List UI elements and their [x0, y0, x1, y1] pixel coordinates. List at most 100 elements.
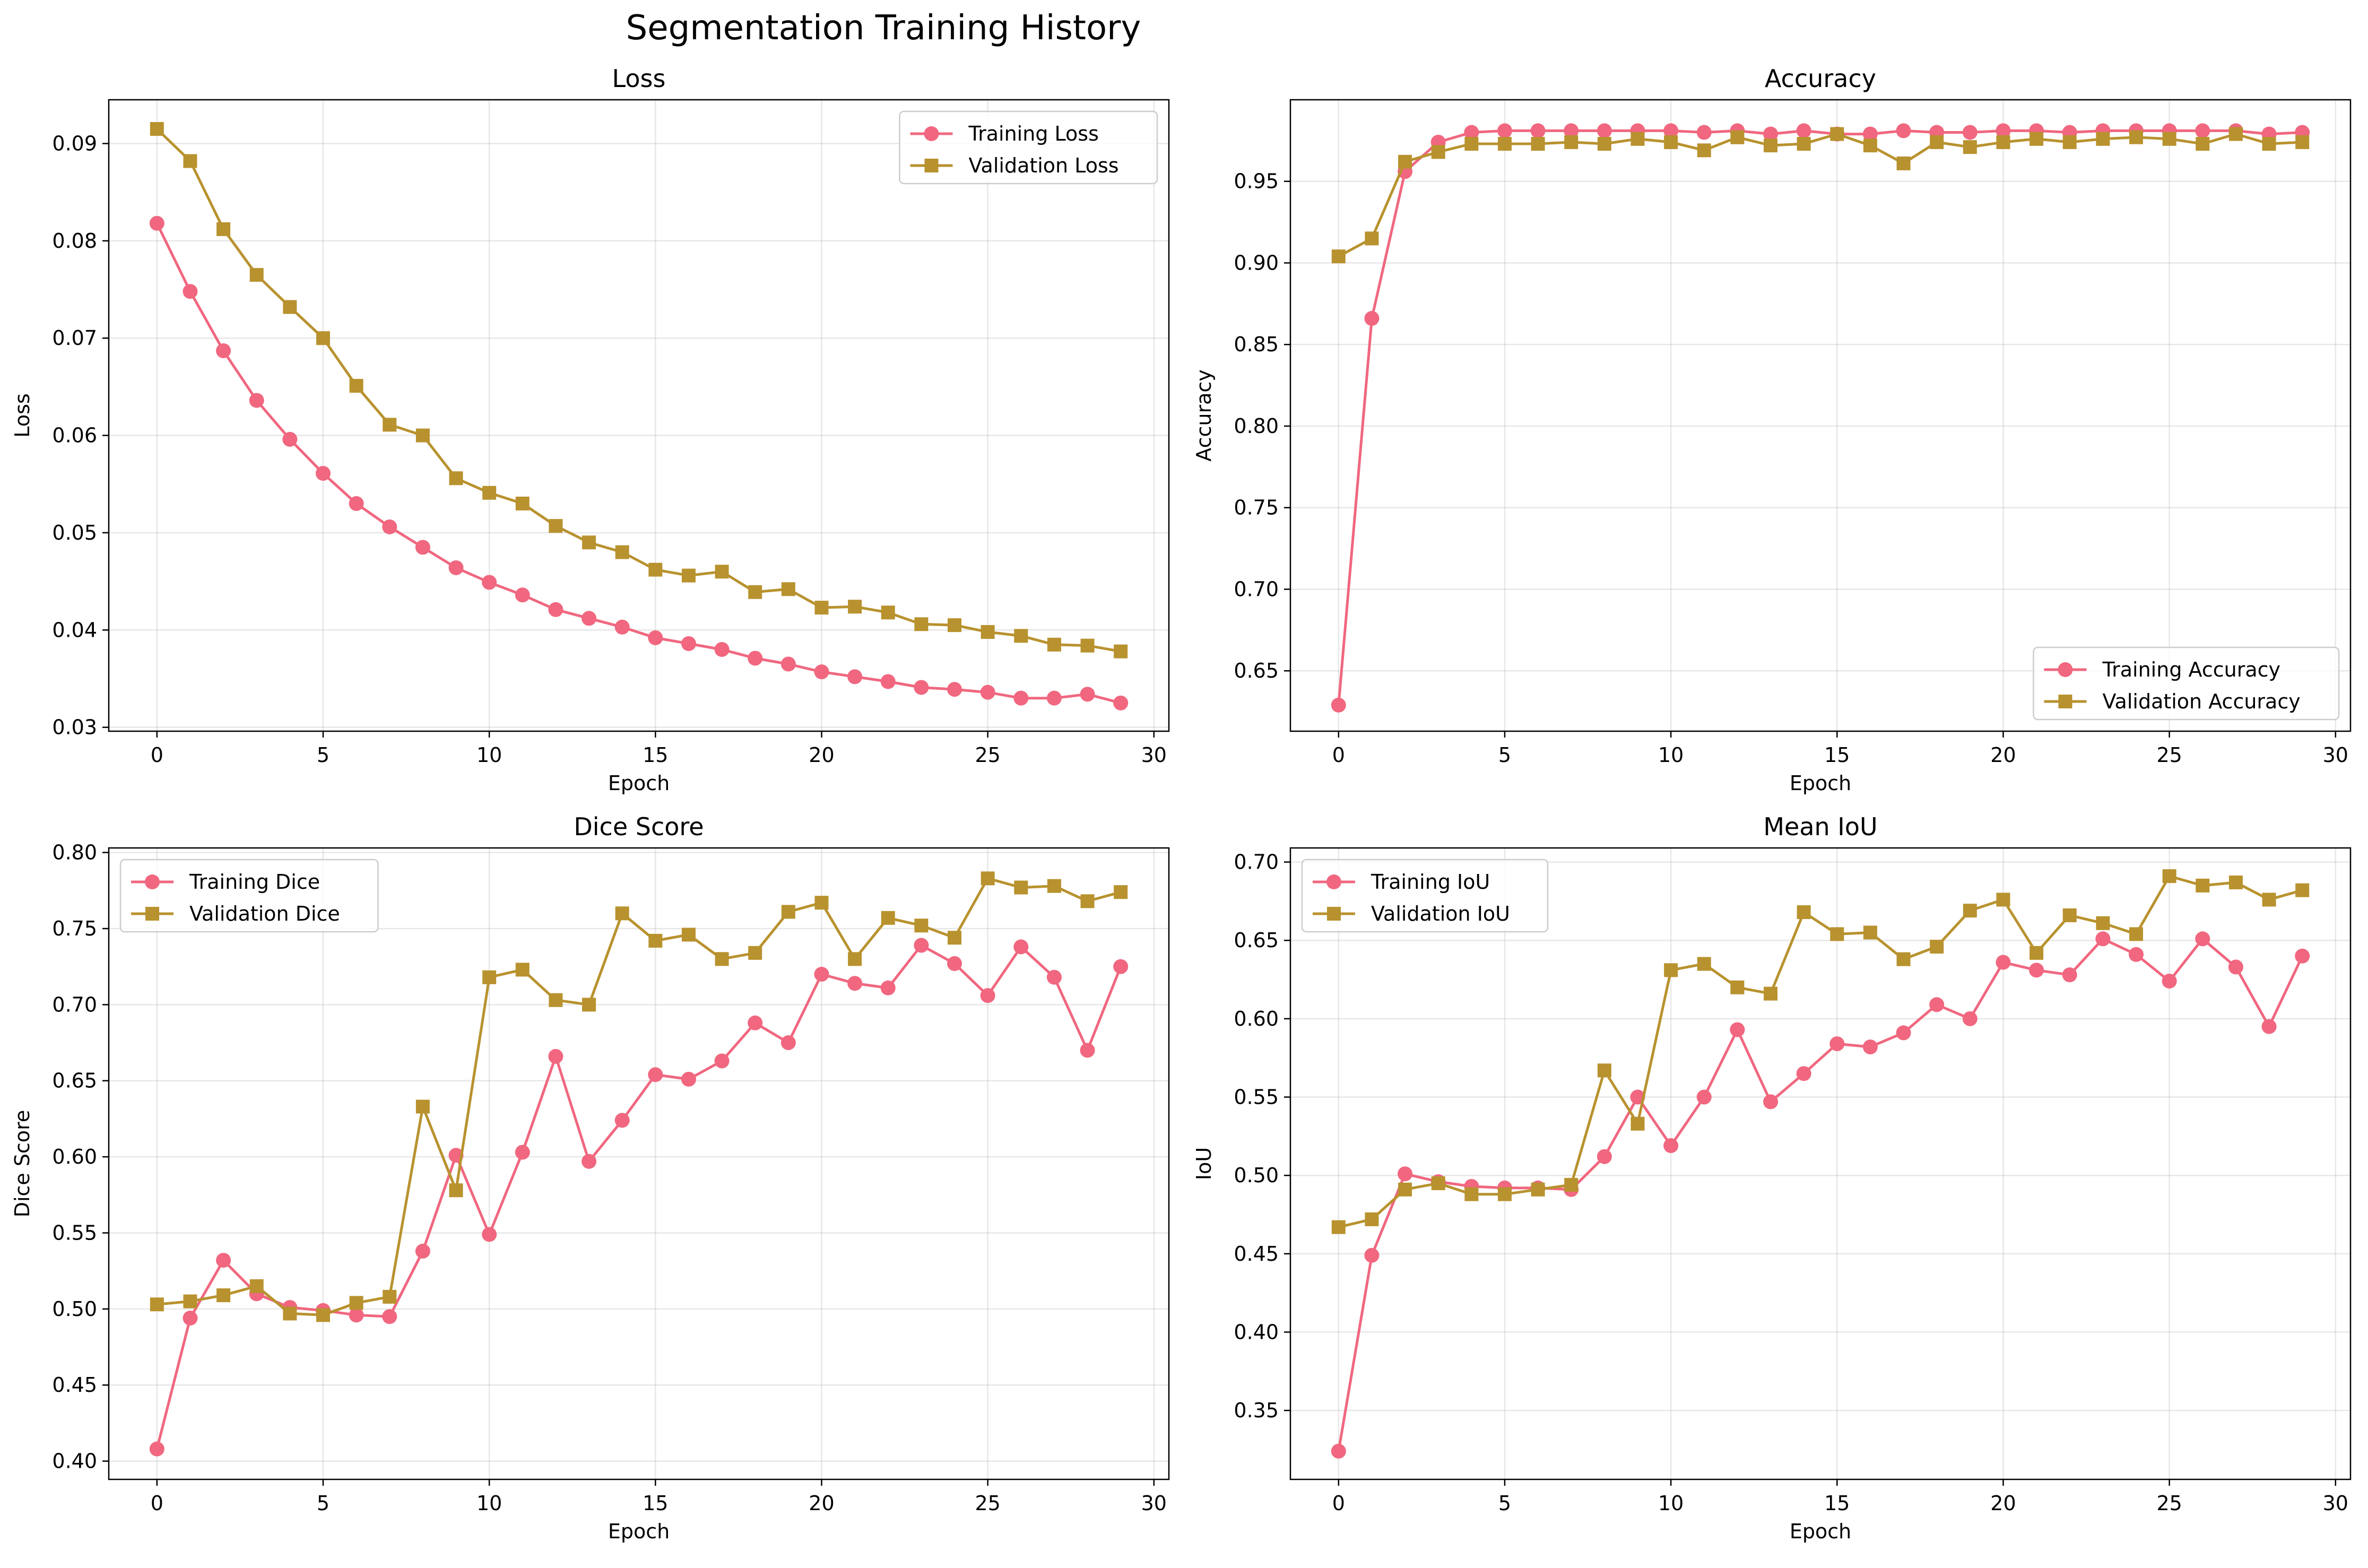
- data-point: [1796, 123, 1811, 138]
- data-point: [150, 122, 164, 136]
- data-point: [681, 568, 696, 583]
- data-point: [1046, 969, 1062, 985]
- data-point: [1047, 879, 1061, 893]
- data-point: [548, 602, 563, 617]
- data-point: [714, 1053, 730, 1069]
- data-point: [1531, 137, 1545, 151]
- y-axis-label: IoU: [1192, 1147, 1216, 1180]
- x-tick-label: 0: [1332, 1492, 1345, 1515]
- data-point: [880, 674, 896, 689]
- data-point: [981, 625, 995, 639]
- data-point: [1331, 697, 1346, 713]
- data-point: [848, 600, 862, 614]
- data-point: [383, 1289, 397, 1304]
- data-point: [1464, 125, 1479, 140]
- data-point: [2262, 893, 2276, 907]
- data-point: [183, 284, 198, 299]
- data-point: [1896, 156, 1911, 170]
- y-tick-label: 0.80: [52, 841, 97, 864]
- data-point: [1597, 137, 1611, 151]
- data-point: [582, 998, 596, 1012]
- x-tick-label: 15: [1824, 743, 1850, 767]
- data-point: [1530, 123, 1546, 138]
- x-tick-label: 0: [151, 743, 163, 767]
- x-axis-label: Epoch: [608, 772, 670, 795]
- data-point: [1630, 1116, 1645, 1131]
- y-tick-label: 0.60: [52, 1145, 97, 1168]
- data-point: [149, 1441, 164, 1457]
- y-tick-label: 0.45: [52, 1373, 97, 1397]
- data-point: [150, 1297, 164, 1312]
- data-point: [814, 967, 829, 982]
- data-point: [482, 1227, 497, 1242]
- chart-panel-3: 0 5 10 15 20 25 30 0.40 0.45 0.50 0.55 0.60 0.65 0.70…: [11, 812, 1170, 1543]
- data-point: [1114, 885, 1128, 899]
- data-point: [748, 946, 762, 960]
- data-point: [482, 486, 497, 500]
- data-point: [715, 952, 729, 966]
- chart-title: Mean IoU: [1763, 812, 1877, 841]
- data-point: [482, 970, 497, 984]
- x-tick-label: 30: [2323, 1492, 2348, 1515]
- data-point: [847, 669, 863, 685]
- data-point: [549, 519, 563, 533]
- y-tick-label: 0.40: [1234, 1320, 1279, 1344]
- data-point: [515, 587, 530, 603]
- y-tick-label: 0.50: [1234, 1164, 1279, 1187]
- data-point: [1113, 959, 1129, 974]
- chart-title: Accuracy: [1765, 64, 1876, 93]
- y-tick-label: 0.35: [1234, 1399, 1279, 1422]
- data-point: [2129, 927, 2144, 941]
- data-point: [714, 642, 730, 657]
- data-point: [1398, 1182, 1412, 1197]
- data-point: [947, 682, 962, 697]
- data-point: [1996, 123, 2011, 138]
- data-point: [780, 1035, 796, 1051]
- data-point: [1996, 893, 2010, 907]
- data-point: [648, 933, 663, 948]
- data-point: [2196, 137, 2210, 151]
- data-point: [980, 988, 995, 1003]
- data-point: [1796, 1066, 1811, 1081]
- data-point: [249, 268, 264, 282]
- axes-frame: [108, 99, 1170, 732]
- legend-marker: [1326, 874, 1341, 889]
- x-tick-label: 25: [975, 743, 1000, 767]
- data-point: [881, 911, 895, 925]
- data-point: [2129, 130, 2144, 144]
- data-point: [1014, 880, 1028, 895]
- data-point: [614, 619, 630, 635]
- legend: Training Loss Validation Loss: [899, 110, 1158, 185]
- data-point: [482, 575, 497, 590]
- y-tick-label: 0.65: [1234, 659, 1279, 682]
- legend-marker: [145, 907, 159, 921]
- y-tick-label: 0.95: [1234, 170, 1279, 193]
- data-point: [1829, 1036, 1845, 1052]
- figure-title: Segmentation Training History: [626, 8, 1141, 48]
- data-point: [415, 540, 430, 555]
- y-tick-label: 0.60: [1234, 1007, 1279, 1030]
- data-point: [1896, 1025, 1911, 1041]
- data-point: [814, 664, 829, 680]
- data-point: [1464, 1187, 1479, 1201]
- data-point: [1331, 249, 1346, 264]
- legend: Training Dice Validation Dice: [119, 859, 379, 933]
- data-point: [1763, 1094, 1779, 1110]
- data-point: [216, 222, 231, 236]
- data-point: [2062, 908, 2077, 922]
- data-point: [1365, 1212, 1379, 1226]
- data-point: [615, 906, 629, 921]
- y-axis-label: Loss: [11, 393, 34, 437]
- y-axis-label: Accuracy: [1192, 369, 1216, 462]
- y-axis-label: Dice Score: [11, 1110, 34, 1218]
- x-tick-label: 20: [1990, 743, 2016, 767]
- data-point: [2162, 869, 2176, 883]
- data-point: [880, 980, 896, 995]
- x-tick-label: 0: [1332, 743, 1345, 767]
- data-point: [914, 617, 929, 631]
- data-point: [2062, 967, 2077, 983]
- data-point: [1963, 904, 1977, 918]
- data-point: [1930, 940, 1944, 954]
- legend-marker: [1327, 907, 1341, 921]
- legend-label: Validation Dice: [189, 902, 340, 925]
